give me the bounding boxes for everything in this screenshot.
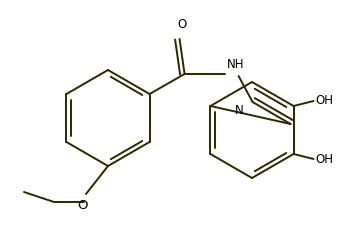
Text: OH: OH xyxy=(315,153,333,166)
Text: O: O xyxy=(177,18,186,31)
Text: NH: NH xyxy=(226,58,244,71)
Text: N: N xyxy=(235,104,243,117)
Text: OH: OH xyxy=(315,94,333,108)
Text: O: O xyxy=(78,199,88,212)
